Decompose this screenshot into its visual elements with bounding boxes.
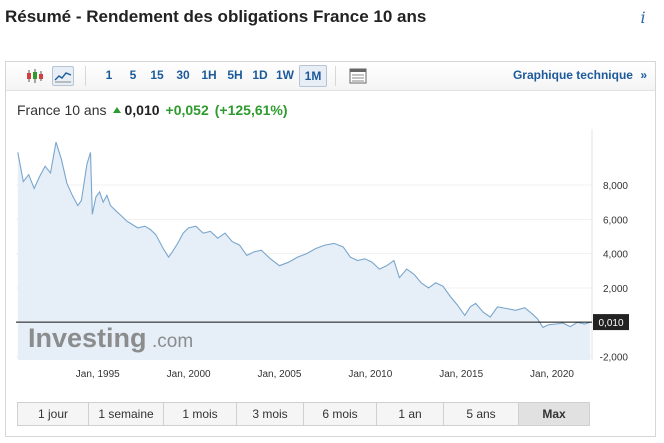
- period-selector: 1 jour 1 semaine 1 mois 3 mois 6 mois 1 an 5 a…: [17, 402, 590, 426]
- double-chevron-icon: »: [640, 68, 647, 82]
- technical-chart-label: Graphique technique: [512, 68, 633, 82]
- period-1-an[interactable]: 1 an: [377, 403, 444, 425]
- period-6-mois[interactable]: 6 mois: [304, 403, 377, 425]
- interval-1h[interactable]: 1H: [201, 68, 217, 82]
- price-change: +0,052: [165, 102, 209, 118]
- candlestick-chart-icon[interactable]: [24, 66, 46, 86]
- y-tick-label: 8,000: [603, 181, 628, 192]
- x-tick-label: Jan, 2010: [348, 369, 392, 380]
- area-chart-icon[interactable]: [52, 66, 74, 86]
- period-1-semaine[interactable]: 1 semaine: [89, 403, 164, 425]
- table-icon[interactable]: [347, 66, 369, 86]
- period-5-ans[interactable]: 5 ans: [444, 403, 519, 425]
- interval-30[interactable]: 30: [176, 68, 190, 82]
- interval-5[interactable]: 5: [129, 68, 137, 82]
- series-area: [17, 142, 591, 360]
- x-tick-label: Jan, 2015: [439, 369, 483, 380]
- info-icon[interactable]: i: [640, 8, 646, 27]
- chart-toolbar: 1 5 15 30 1H 5H 1D 1W 1M Graphique technique »: [6, 62, 655, 91]
- interval-1m[interactable]: 1M: [299, 65, 327, 87]
- x-tick-label: Jan, 2005: [258, 369, 302, 380]
- period-1-jour[interactable]: 1 jour: [18, 403, 89, 425]
- toolbar-separator: [85, 66, 86, 86]
- interval-1w[interactable]: 1W: [276, 68, 294, 82]
- technical-chart-link[interactable]: Graphique technique »: [513, 68, 647, 82]
- investing-watermark-suffix: .com: [152, 331, 193, 352]
- last-price: 0,010: [124, 102, 160, 118]
- y-tick-label: -2,000: [600, 353, 629, 364]
- x-tick-label: Jan, 2000: [167, 369, 211, 380]
- x-tick-label: Jan, 2020: [530, 369, 574, 380]
- period-1-mois[interactable]: 1 mois: [164, 403, 237, 425]
- interval-15[interactable]: 15: [150, 68, 164, 82]
- y-tick-label: 6,000: [603, 215, 628, 226]
- price-chart[interactable]: 0,010 8,000 6,000 4,000 2,000 -2,000 Jan, 1995…: [6, 62, 655, 402]
- period-3-mois[interactable]: 3 mois: [237, 403, 304, 425]
- interval-1[interactable]: 1: [105, 68, 113, 82]
- period-max[interactable]: Max: [519, 403, 589, 425]
- y-tick-label: 4,000: [603, 250, 628, 261]
- investing-watermark: Investing: [28, 323, 147, 353]
- quote-line: France 10 ans 0,010 +0,052 (+125,61%): [17, 102, 288, 118]
- x-tick-label: Jan, 1995: [76, 369, 120, 380]
- price-change-percent: (+125,61%): [214, 102, 288, 118]
- last-value-label: 0,010: [598, 318, 623, 329]
- last-value-box: [593, 314, 629, 331]
- instrument-name: France 10 ans: [17, 102, 107, 118]
- toolbar-separator: [335, 66, 336, 86]
- interval-5h[interactable]: 5H: [227, 68, 243, 82]
- series-line: [17, 141, 591, 329]
- y-tick-label: 2,000: [603, 284, 628, 295]
- chart-panel: 1 5 15 30 1H 5H 1D 1W 1M Graphique technique » F…: [5, 61, 656, 437]
- interval-1d[interactable]: 1D: [252, 68, 268, 82]
- page-title: Résumé - Rendement des obligations Franc…: [5, 7, 427, 26]
- up-arrow-icon: [112, 106, 121, 113]
